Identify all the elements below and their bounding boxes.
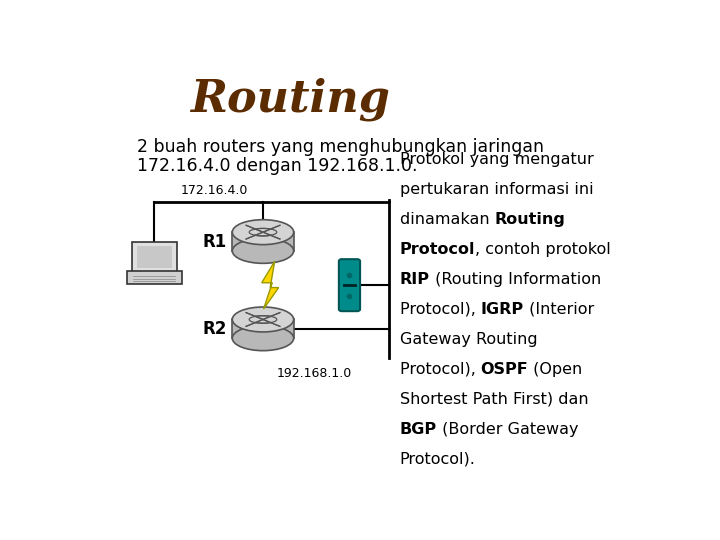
Bar: [233, 232, 294, 251]
Text: Protocol),: Protocol),: [400, 362, 481, 377]
Text: Protocol: Protocol: [400, 242, 475, 257]
Text: (Open: (Open: [528, 362, 582, 377]
Polygon shape: [261, 261, 279, 309]
Text: 192.168.1.0: 192.168.1.0: [277, 367, 352, 380]
FancyBboxPatch shape: [339, 259, 360, 311]
Text: , contoh protokol: , contoh protokol: [475, 242, 611, 257]
Text: Routing: Routing: [495, 212, 565, 227]
Text: 172.16.4.0: 172.16.4.0: [181, 184, 248, 197]
Text: Routing: Routing: [190, 77, 390, 121]
Text: Protokol yang mengatur: Protokol yang mengatur: [400, 152, 593, 167]
Text: Protocol).: Protocol).: [400, 451, 476, 467]
Text: (Interior: (Interior: [524, 302, 594, 317]
Text: OSPF: OSPF: [481, 362, 528, 377]
Text: Gateway Routing: Gateway Routing: [400, 332, 537, 347]
Text: Shortest Path First) dan: Shortest Path First) dan: [400, 392, 588, 407]
Text: RIP: RIP: [400, 272, 430, 287]
Ellipse shape: [233, 238, 294, 264]
Bar: [233, 320, 294, 338]
Ellipse shape: [233, 326, 294, 350]
Ellipse shape: [233, 220, 294, 245]
Text: R2: R2: [202, 320, 227, 338]
FancyBboxPatch shape: [137, 246, 172, 268]
FancyBboxPatch shape: [127, 272, 181, 285]
Text: (Routing Information: (Routing Information: [430, 272, 601, 287]
Text: R1: R1: [202, 233, 227, 251]
Text: (Border Gateway: (Border Gateway: [437, 422, 578, 436]
Ellipse shape: [233, 307, 294, 332]
Text: IGRP: IGRP: [481, 302, 524, 317]
Text: 172.16.4.0 dengan 192.168.1.0.: 172.16.4.0 dengan 192.168.1.0.: [138, 157, 418, 175]
Text: Protocol),: Protocol),: [400, 302, 481, 317]
FancyBboxPatch shape: [132, 242, 177, 272]
Text: BGP: BGP: [400, 422, 437, 436]
Text: dinamakan: dinamakan: [400, 212, 495, 227]
Text: pertukaran informasi ini: pertukaran informasi ini: [400, 182, 593, 197]
Text: 2 buah routers yang menghubungkan jaringan: 2 buah routers yang menghubungkan jaring…: [138, 138, 544, 156]
